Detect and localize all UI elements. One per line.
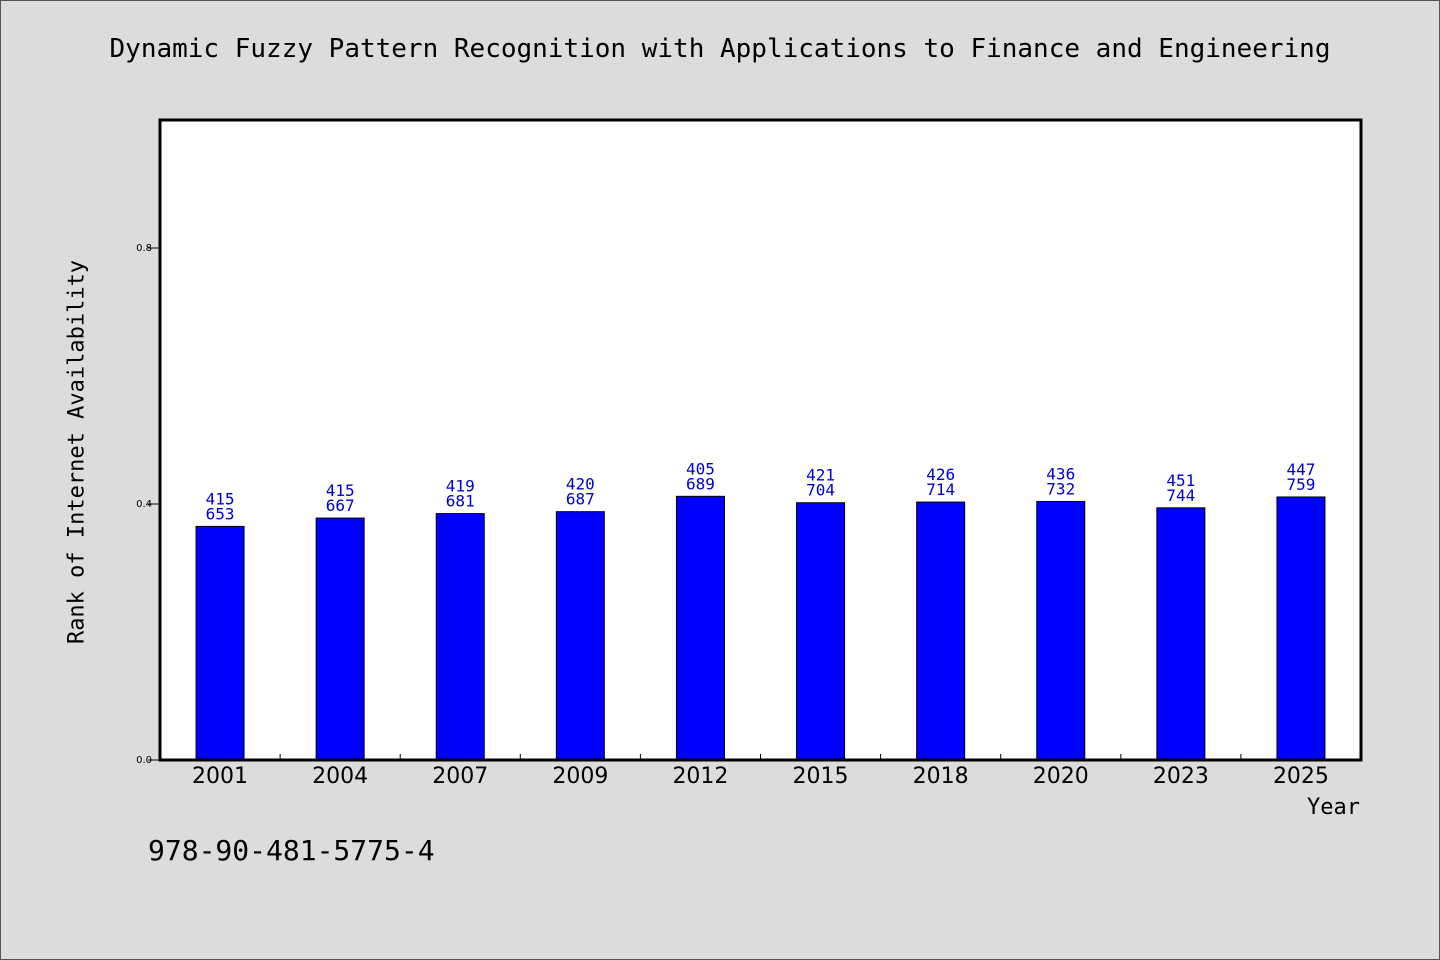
- bar: [315, 517, 365, 761]
- bar-label-top: 447: [1286, 460, 1315, 479]
- x-tick-label: 2007: [432, 764, 488, 789]
- bar: [1276, 496, 1326, 761]
- bar: [435, 513, 485, 761]
- bar: [916, 501, 966, 761]
- bar-label-bottom: 689: [686, 474, 715, 493]
- bar-label-bottom: 653: [206, 504, 235, 523]
- bar-label-top: 421: [806, 466, 835, 485]
- y-axis-label: Rank of Internet Availability: [64, 259, 90, 645]
- y-tick-label: 0.4: [136, 499, 152, 510]
- bar-label-bottom: 714: [926, 480, 955, 499]
- bar-label-top: 436: [1046, 464, 1075, 483]
- x-tick-label: 2009: [552, 764, 608, 789]
- bar-label-bottom: 704: [806, 481, 835, 500]
- bar: [675, 495, 725, 761]
- x-tick-label: 2015: [793, 764, 849, 789]
- isbn-label: 978-90-481-5775-4: [148, 834, 435, 867]
- bar-label-bottom: 667: [326, 496, 355, 515]
- x-axis-label: Year: [1307, 795, 1360, 820]
- plot-border: [158, 118, 1363, 762]
- bar: [555, 511, 605, 761]
- bar: [1156, 507, 1206, 761]
- bar-label-top: 415: [326, 481, 355, 500]
- x-tick-label: 2012: [672, 764, 728, 789]
- bar-label-top: 405: [686, 459, 715, 478]
- bar-label-bottom: 744: [1166, 486, 1195, 505]
- x-tick-label: 2004: [312, 764, 368, 789]
- bar-label-bottom: 687: [566, 490, 595, 509]
- x-tick-label: 2001: [192, 764, 248, 789]
- bar-label-top: 420: [566, 475, 595, 494]
- bar-label-top: 451: [1166, 471, 1195, 490]
- chart-title: Dynamic Fuzzy Pattern Recognition with A…: [109, 34, 1331, 64]
- bar: [796, 502, 846, 761]
- bar: [195, 525, 245, 761]
- x-tick-label: 2018: [913, 764, 969, 789]
- x-tick-label: 2025: [1273, 764, 1329, 789]
- y-tick-label: 0.0: [136, 755, 152, 766]
- bar-label-bottom: 732: [1046, 479, 1075, 498]
- bar-label-top: 415: [206, 489, 235, 508]
- bar-label-top: 426: [926, 465, 955, 484]
- bar: [1036, 500, 1086, 761]
- bar-label-bottom: 759: [1286, 475, 1315, 494]
- x-tick-label: 2020: [1033, 764, 1089, 789]
- bar-label-bottom: 681: [446, 492, 475, 511]
- x-tick-label: 2023: [1153, 764, 1209, 789]
- y-tick-label: 0.8: [136, 243, 152, 254]
- bar-label-top: 419: [446, 477, 475, 496]
